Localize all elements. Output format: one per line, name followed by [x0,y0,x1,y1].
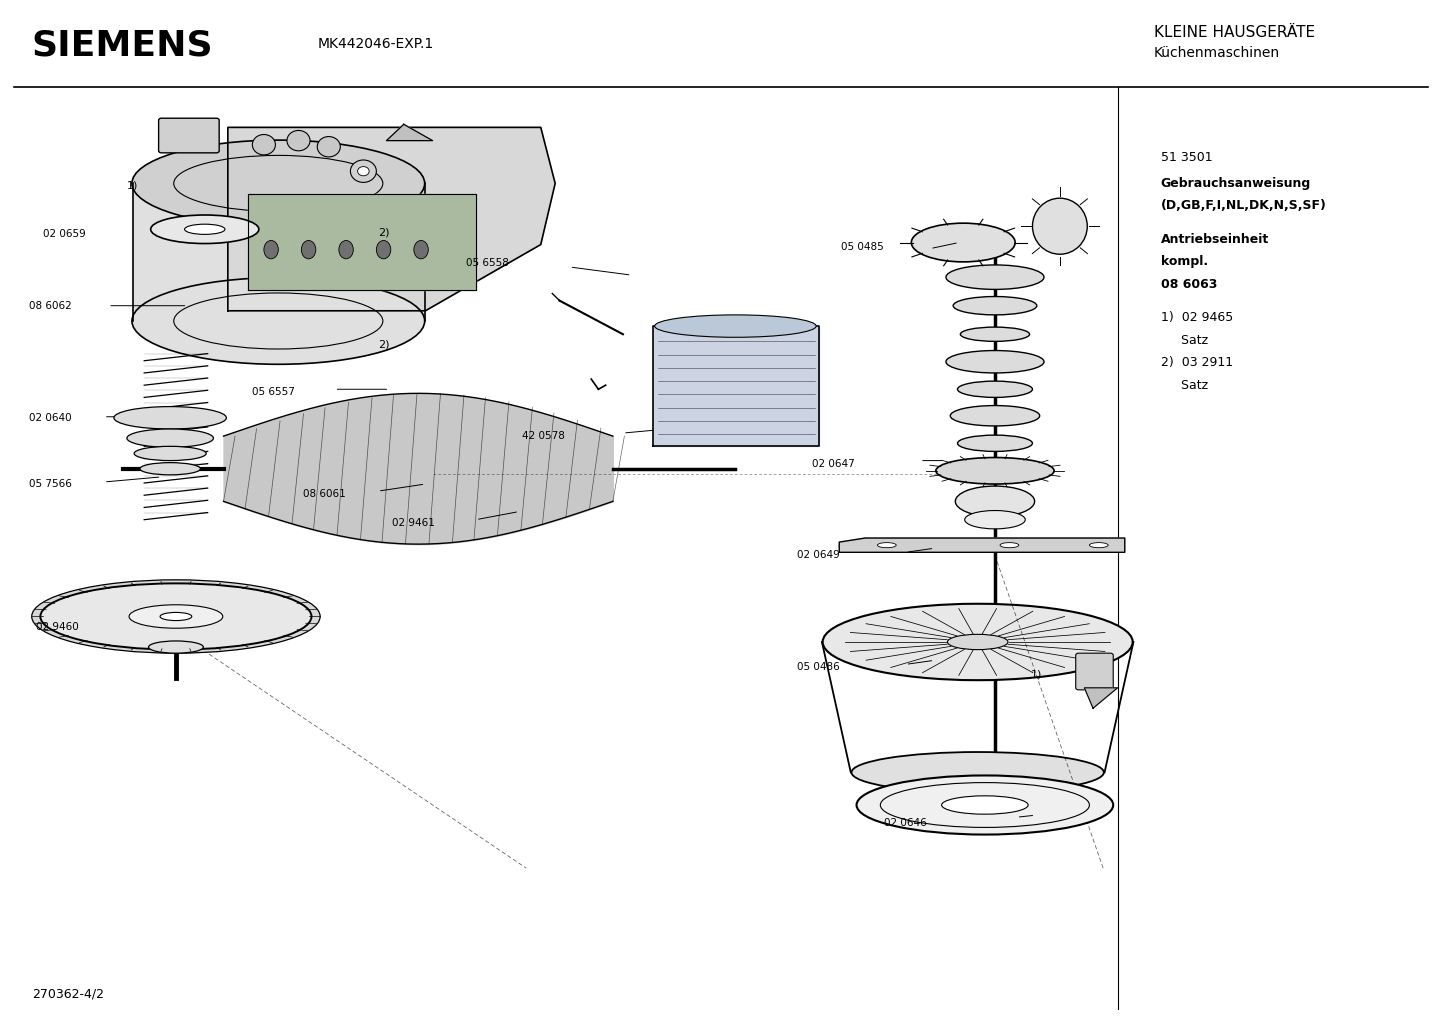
Ellipse shape [960,327,1030,341]
Ellipse shape [936,458,1054,484]
Text: Gebrauchsanweisung: Gebrauchsanweisung [1161,177,1311,190]
Text: 1): 1) [127,180,138,191]
Text: 05 0485: 05 0485 [841,242,884,252]
Polygon shape [839,538,1125,552]
Text: 51 3501: 51 3501 [1161,152,1213,164]
Text: Antriebseinheit: Antriebseinheit [1161,233,1269,246]
Ellipse shape [946,265,1044,289]
Ellipse shape [32,580,320,653]
Ellipse shape [127,429,213,447]
Ellipse shape [942,796,1028,814]
Ellipse shape [1090,542,1109,548]
Ellipse shape [358,167,369,176]
Ellipse shape [134,446,206,461]
Text: 1): 1) [1031,669,1043,680]
Text: 05 6557: 05 6557 [252,387,296,397]
Ellipse shape [40,583,311,650]
Ellipse shape [950,406,1040,426]
Text: 1)  02 9465: 1) 02 9465 [1161,312,1233,324]
Text: SIEMENS: SIEMENS [32,29,213,63]
Ellipse shape [414,240,428,259]
Ellipse shape [1001,542,1018,548]
Ellipse shape [911,223,1015,262]
Ellipse shape [965,511,1025,529]
Polygon shape [133,183,425,321]
Ellipse shape [264,240,278,259]
Text: 42 0578: 42 0578 [522,431,565,441]
Ellipse shape [185,224,225,234]
Text: 05 7566: 05 7566 [29,479,72,489]
Ellipse shape [301,240,316,259]
Ellipse shape [851,752,1105,793]
Ellipse shape [957,381,1032,397]
FancyBboxPatch shape [1076,653,1113,690]
Text: 02 0649: 02 0649 [797,550,841,560]
FancyBboxPatch shape [159,118,219,153]
Text: 02 0647: 02 0647 [812,459,855,469]
Ellipse shape [822,603,1133,681]
Ellipse shape [149,641,203,653]
Polygon shape [653,326,819,446]
Ellipse shape [947,634,1008,650]
Text: 02 0646: 02 0646 [884,818,927,828]
Text: 08 6062: 08 6062 [29,301,72,311]
Text: 02 0640: 02 0640 [29,413,72,423]
Text: 08 6061: 08 6061 [303,489,346,499]
Polygon shape [386,124,433,141]
Ellipse shape [131,277,424,364]
Ellipse shape [317,137,340,157]
Ellipse shape [114,407,226,429]
Ellipse shape [252,135,275,155]
Ellipse shape [957,435,1032,451]
Ellipse shape [160,612,192,621]
Ellipse shape [1032,198,1087,255]
Text: 2): 2) [378,227,389,237]
Text: 05 6558: 05 6558 [466,258,509,268]
Ellipse shape [131,141,424,227]
Text: 05 0486: 05 0486 [797,662,841,673]
Ellipse shape [140,463,200,475]
Ellipse shape [339,240,353,259]
Ellipse shape [946,351,1044,373]
Ellipse shape [376,240,391,259]
Text: Küchenmaschinen: Küchenmaschinen [1154,46,1279,60]
Text: 08 6063: 08 6063 [1161,278,1217,290]
Ellipse shape [877,542,897,548]
Ellipse shape [150,215,260,244]
Text: Satz: Satz [1161,334,1208,346]
Ellipse shape [350,160,376,182]
Ellipse shape [955,486,1035,517]
Ellipse shape [655,315,816,337]
Polygon shape [1084,688,1118,708]
Text: 2)  03 2911: 2) 03 2911 [1161,357,1233,369]
Text: 02 9460: 02 9460 [36,622,79,632]
Text: 02 0659: 02 0659 [43,229,87,239]
Text: kompl.: kompl. [1161,256,1208,268]
Text: KLEINE HAUSGERÄTE: KLEINE HAUSGERÄTE [1154,25,1315,40]
Text: (D,GB,F,I,NL,DK,N,S,SF): (D,GB,F,I,NL,DK,N,S,SF) [1161,200,1327,212]
Polygon shape [228,127,555,311]
Text: 270362-4/2: 270362-4/2 [32,987,104,1000]
Text: 2): 2) [378,339,389,350]
Ellipse shape [287,130,310,151]
Ellipse shape [953,297,1037,315]
Text: 02 9461: 02 9461 [392,518,435,528]
Text: MK442046-EXP.1: MK442046-EXP.1 [317,37,434,51]
Polygon shape [248,194,476,290]
Ellipse shape [857,775,1113,835]
Ellipse shape [128,604,224,628]
Text: Satz: Satz [1161,379,1208,391]
